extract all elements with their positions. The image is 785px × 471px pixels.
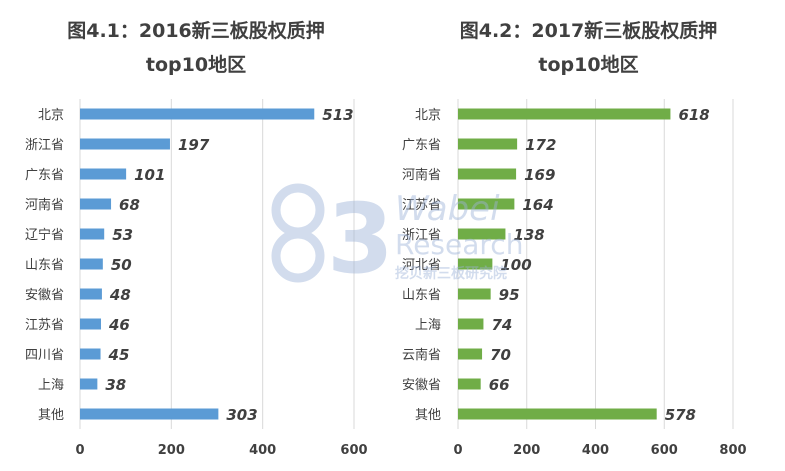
data-label: 53 [112, 226, 133, 244]
data-label: 172 [525, 136, 556, 154]
bar [80, 318, 102, 330]
bar [458, 108, 671, 120]
category-label: 四川省 [25, 348, 64, 363]
bar [458, 138, 518, 150]
data-label: 66 [489, 376, 510, 394]
data-label: 197 [178, 136, 210, 154]
category-label: 广东省 [402, 138, 441, 153]
data-label: 169 [524, 166, 555, 184]
data-label: 50 [111, 256, 132, 274]
data-label: 100 [500, 256, 531, 274]
bar [80, 348, 101, 360]
category-label: 辽宁省 [25, 227, 64, 243]
x-tick-label: 0 [453, 443, 462, 458]
bar [80, 408, 219, 420]
category-label: 上海 [38, 378, 64, 393]
x-tick-label: 400 [249, 443, 276, 458]
bar [458, 288, 491, 300]
bar [80, 138, 170, 150]
category-label: 云南省 [402, 347, 441, 363]
x-tick-label: 400 [582, 443, 609, 458]
bar [458, 168, 517, 180]
chart-title-line1: 图4.2：2017新三板股权质押 [459, 20, 718, 42]
chart-title-line2: top10地区 [538, 54, 639, 76]
category-label: 江苏省 [25, 317, 64, 333]
data-label: 303 [226, 406, 257, 424]
data-label: 38 [105, 376, 126, 394]
x-tick-label: 200 [513, 443, 540, 458]
chart-title-line1: 图4.1：2016新三板股权质押 [67, 20, 325, 42]
bar [458, 228, 506, 240]
category-label: 广东省 [25, 168, 64, 183]
bar [80, 288, 102, 300]
category-label: 浙江省 [25, 138, 64, 153]
category-label: 北京 [38, 108, 64, 123]
data-label: 45 [108, 346, 130, 364]
data-label: 138 [513, 226, 544, 244]
bar [458, 318, 484, 330]
data-label: 70 [490, 346, 511, 364]
data-label: 74 [491, 316, 512, 334]
data-label: 48 [109, 286, 131, 304]
bar [80, 108, 315, 120]
category-label: 上海 [415, 318, 441, 333]
data-label: 95 [499, 286, 520, 304]
bar-plot-2017: 0 200 400 600 800 北京 618 广东省 172 河南省 169 江苏省 164 浙江省 1… [402, 99, 747, 458]
chart-2017: 图4.2：2017新三板股权质押 top10地区 0 200 400 600 800 北京… [392, 0, 785, 471]
data-label: 578 [665, 406, 696, 424]
category-label: 河南省 [402, 167, 441, 183]
category-label: 山东省 [25, 258, 64, 273]
bar [458, 408, 657, 420]
category-label: 浙江省 [402, 228, 441, 243]
data-label: 101 [134, 166, 165, 184]
bar [80, 228, 105, 240]
chart-2016: 图4.1：2016新三板股权质押 top10地区 0 200 400 600 北京 513… [0, 0, 392, 471]
bar [458, 258, 493, 270]
category-label: 其他 [415, 408, 441, 423]
data-label: 618 [678, 106, 709, 124]
data-label: 46 [108, 316, 130, 334]
category-label: 其他 [38, 408, 64, 423]
bar [458, 198, 515, 210]
category-label: 江苏省 [402, 197, 441, 213]
category-label: 河南省 [25, 197, 64, 213]
data-label: 68 [119, 196, 140, 214]
category-label: 北京 [415, 108, 441, 123]
category-label: 安徽省 [25, 288, 64, 303]
bar [80, 198, 112, 210]
bar [80, 168, 127, 180]
x-tick-label: 600 [340, 443, 367, 458]
category-label: 安徽省 [402, 378, 441, 393]
data-label: 164 [522, 196, 553, 214]
bar [458, 378, 481, 390]
category-label: 山东省 [402, 288, 441, 303]
bar [80, 378, 98, 390]
chart-title-line2: top10地区 [145, 54, 247, 76]
data-label: 513 [322, 106, 353, 124]
bar [80, 258, 103, 270]
x-tick-label: 200 [158, 443, 185, 458]
x-tick-label: 0 [75, 443, 84, 458]
category-label: 河北省 [402, 258, 441, 273]
bar-plot-2016: 0 200 400 600 北京 513 浙江省 197 广东省 101 河南省 68 辽宁省 53 山东省… [25, 99, 368, 458]
x-tick-label: 800 [719, 443, 746, 458]
x-tick-label: 600 [651, 443, 678, 458]
bar [458, 348, 483, 360]
